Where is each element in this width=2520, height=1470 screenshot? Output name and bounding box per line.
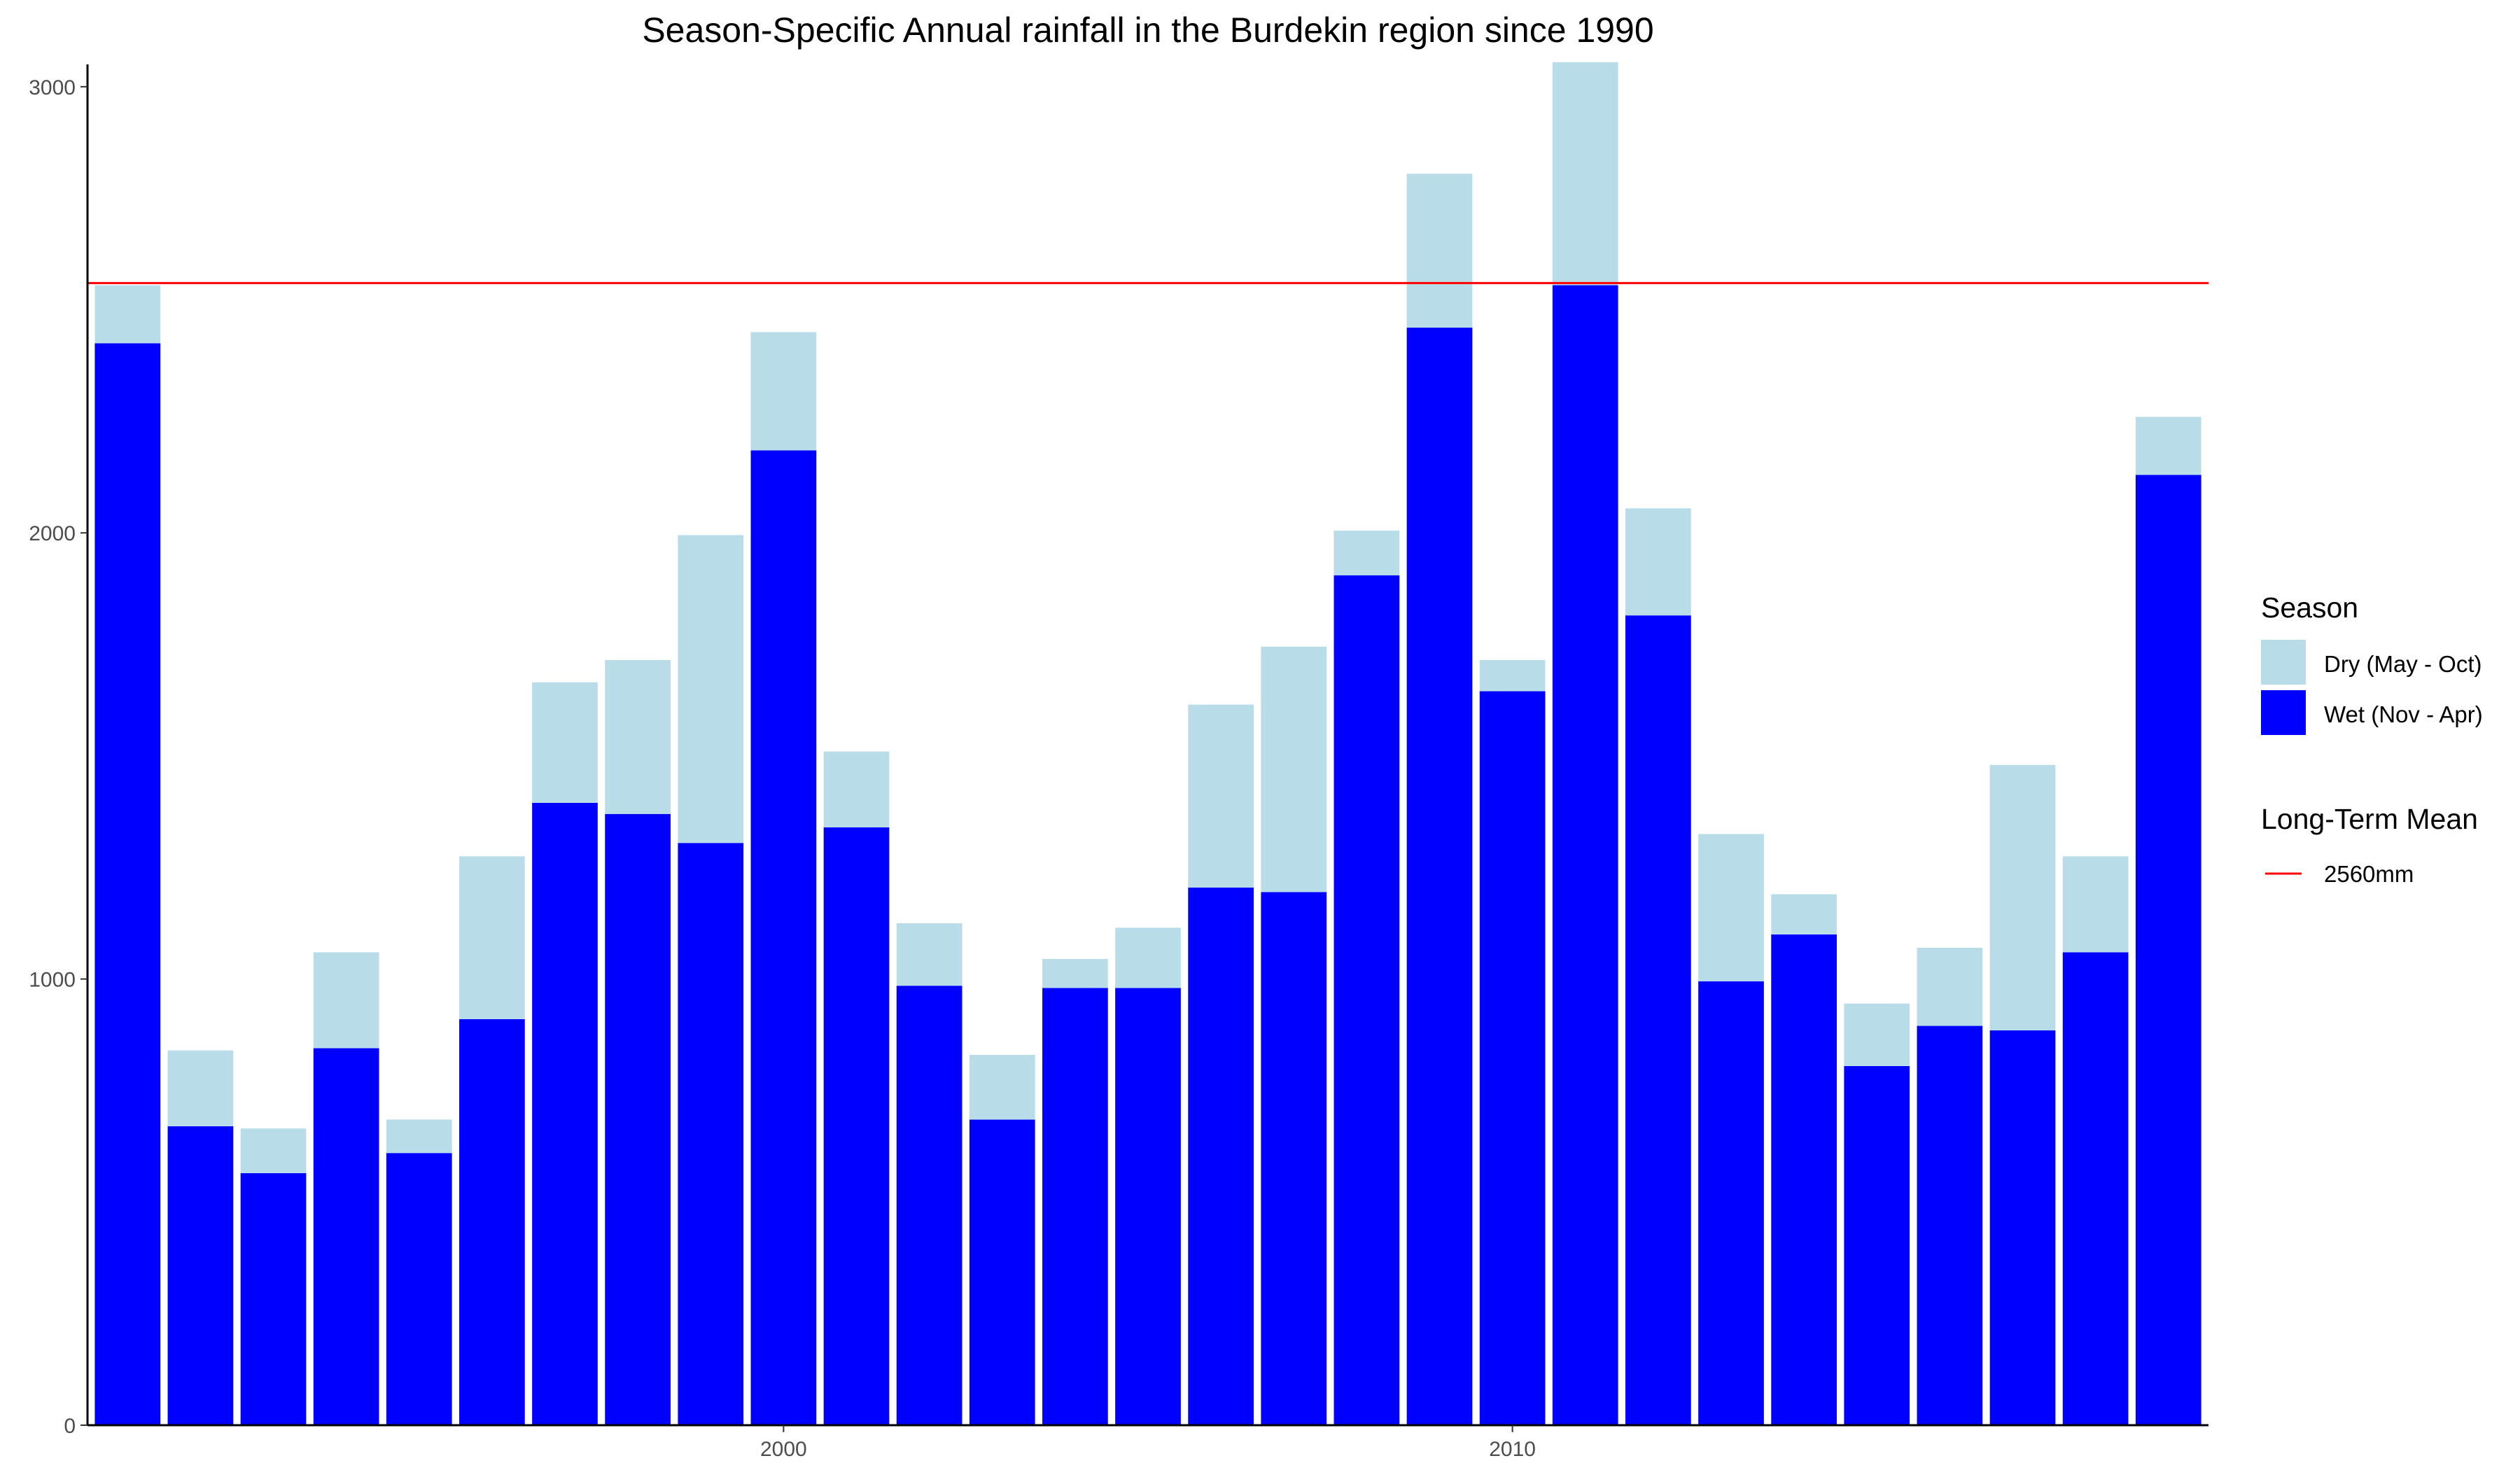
bar-dry-1992	[167, 1050, 234, 1126]
legend-label-wet: Wet (Nov - Apr)	[2324, 701, 2483, 727]
bar-dry-1997	[532, 682, 598, 803]
bar-dry-2013	[1698, 834, 1764, 981]
bar-wet-1996	[459, 1018, 525, 1425]
bars-group	[94, 62, 2202, 1426]
bar-dry-2003	[969, 1054, 1035, 1120]
bar-wet-2018	[2062, 952, 2129, 1425]
legend-key-dry	[2261, 640, 2306, 685]
bar-dry-1996	[459, 856, 525, 1019]
bar-dry-2016	[1917, 948, 1983, 1026]
bar-wet-2008	[1334, 575, 1400, 1426]
bar-wet-2016	[1917, 1026, 1983, 1425]
bar-wet-2014	[1771, 934, 1837, 1425]
bar-dry-2007	[1261, 646, 1327, 892]
bar-dry-2005	[1115, 927, 1181, 988]
bar-dry-1999	[678, 535, 744, 844]
legend-label-dry: Dry (May - Oct)	[2324, 651, 2482, 677]
bar-dry-1995	[386, 1119, 452, 1154]
legend-label-mean: 2560mm	[2324, 861, 2414, 887]
bar-wet-1992	[167, 1126, 234, 1425]
bar-wet-2003	[969, 1119, 1035, 1425]
bar-wet-1997	[532, 802, 598, 1425]
bar-wet-1991	[94, 343, 161, 1426]
bar-dry-2011	[1552, 62, 1618, 286]
bar-dry-2001	[823, 751, 890, 827]
bar-dry-2010	[1479, 659, 1546, 692]
bar-wet-2019	[2135, 475, 2202, 1425]
bar-wet-2005	[1115, 988, 1181, 1425]
bar-wet-2000	[750, 450, 817, 1425]
bar-dry-2002	[896, 923, 962, 986]
bar-dry-2004	[1042, 958, 1108, 988]
bar-wet-1999	[678, 843, 744, 1425]
bar-dry-2019	[2135, 416, 2202, 475]
bar-wet-2007	[1261, 892, 1327, 1425]
bar-dry-2012	[1625, 508, 1691, 616]
bar-wet-2009	[1406, 328, 1473, 1425]
bar-dry-1991	[94, 285, 161, 344]
bar-dry-2009	[1406, 174, 1473, 328]
x-tick-label: 2010	[1489, 1438, 1536, 1461]
y-tick-label: 1000	[29, 969, 76, 992]
y-tick-label: 3000	[29, 76, 76, 99]
bar-wet-2004	[1042, 988, 1108, 1425]
bar-wet-1994	[313, 1048, 379, 1425]
bar-dry-1994	[313, 952, 379, 1049]
bar-dry-2000	[750, 332, 817, 451]
bar-dry-2015	[1844, 1003, 1910, 1066]
bar-wet-2013	[1698, 981, 1764, 1425]
bar-wet-1995	[386, 1153, 452, 1425]
legend-title-mean: Long-Term Mean	[2261, 803, 2478, 835]
bar-dry-1998	[605, 659, 671, 814]
bar-dry-2018	[2062, 856, 2129, 953]
bar-dry-2006	[1188, 704, 1254, 888]
y-tick-label: 2000	[29, 522, 76, 545]
legend-title-season: Season	[2261, 592, 2358, 624]
bar-dry-2008	[1334, 531, 1400, 575]
bar-wet-2011	[1552, 285, 1618, 1425]
bar-wet-2015	[1844, 1065, 1910, 1425]
bar-dry-2014	[1771, 894, 1837, 934]
bar-wet-2010	[1479, 691, 1546, 1425]
bar-wet-1998	[605, 813, 671, 1425]
y-tick-label: 0	[64, 1415, 76, 1438]
bar-wet-2012	[1625, 615, 1691, 1425]
legend-key-wet	[2261, 690, 2306, 735]
chart-title: Season-Specific Annual rainfall in the B…	[642, 10, 1653, 50]
bar-dry-2017	[1989, 764, 2056, 1030]
x-tick-label: 2000	[760, 1438, 807, 1461]
axes-group: 0 1000 2000 3000 2000 2010	[29, 64, 2208, 1461]
legend: Season Dry (May - Oct) Wet (Nov - Apr) L…	[2261, 592, 2483, 887]
bar-wet-2017	[1989, 1030, 2056, 1425]
bar-dry-1993	[240, 1128, 307, 1173]
bar-wet-2001	[823, 827, 890, 1425]
bar-wet-2006	[1188, 887, 1254, 1425]
bar-wet-1993	[240, 1172, 307, 1425]
bar-wet-2002	[896, 986, 962, 1425]
